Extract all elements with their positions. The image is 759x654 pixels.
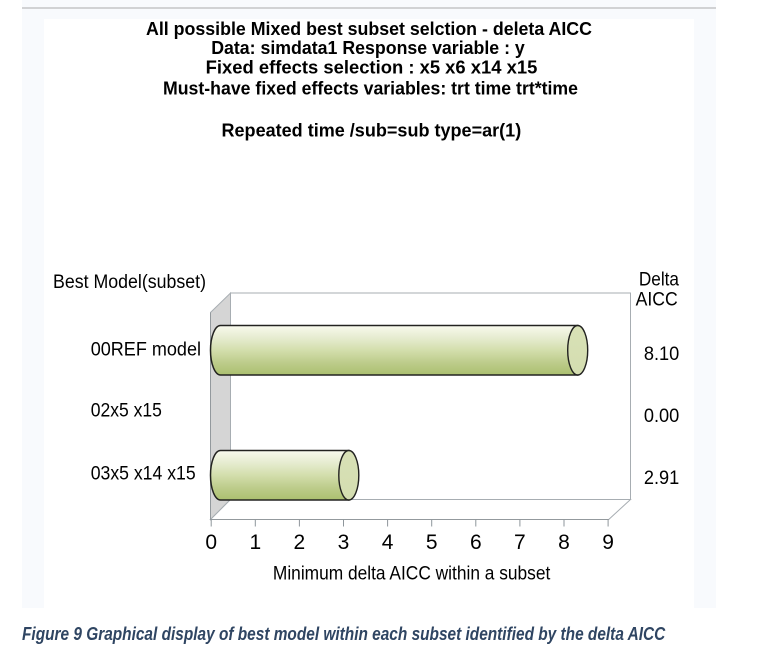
svg-text:9: 9 [602, 531, 614, 554]
svg-text:3: 3 [338, 531, 350, 554]
svg-text:Must-have fixed effects variab: Must-have fixed effects variables: trt t… [163, 79, 578, 99]
svg-text:7: 7 [514, 531, 526, 554]
svg-text:Repeated time /sub=sub type=ar: Repeated time /sub=sub type=ar(1) [222, 120, 522, 140]
svg-text:2.91: 2.91 [644, 467, 679, 489]
svg-text:Fixed effects selection : x5: Fixed effects selection : x5 x6 x14 x15 [206, 58, 538, 78]
svg-text:Best Model(subset): Best Model(subset) [53, 271, 206, 293]
svg-text:5: 5 [426, 531, 438, 554]
svg-text:6: 6 [470, 531, 482, 554]
svg-text:8: 8 [558, 531, 570, 554]
svg-text:00REF model: 00REF model [91, 339, 201, 361]
svg-text:0: 0 [205, 531, 217, 554]
svg-text:Data: simdata1 Response variab: Data: simdata1 Response variable : y [211, 38, 525, 58]
svg-text:AICC: AICC [636, 288, 678, 310]
svg-text:Delta: Delta [639, 269, 679, 291]
svg-text:0.00: 0.00 [644, 405, 680, 427]
svg-text:1: 1 [249, 531, 261, 554]
svg-text:02x5 x15: 02x5 x15 [91, 400, 162, 422]
svg-text:Minimum delta AICC within a su: Minimum delta AICC within a subset [273, 563, 551, 585]
svg-text:4: 4 [382, 531, 394, 554]
svg-text:03x5 x14 x15: 03x5 x14 x15 [91, 463, 196, 485]
svg-text:8.10: 8.10 [644, 343, 680, 365]
svg-text:All possible Mixed best subset: All possible Mixed best subset selction … [146, 19, 592, 39]
svg-text:2: 2 [294, 531, 306, 554]
